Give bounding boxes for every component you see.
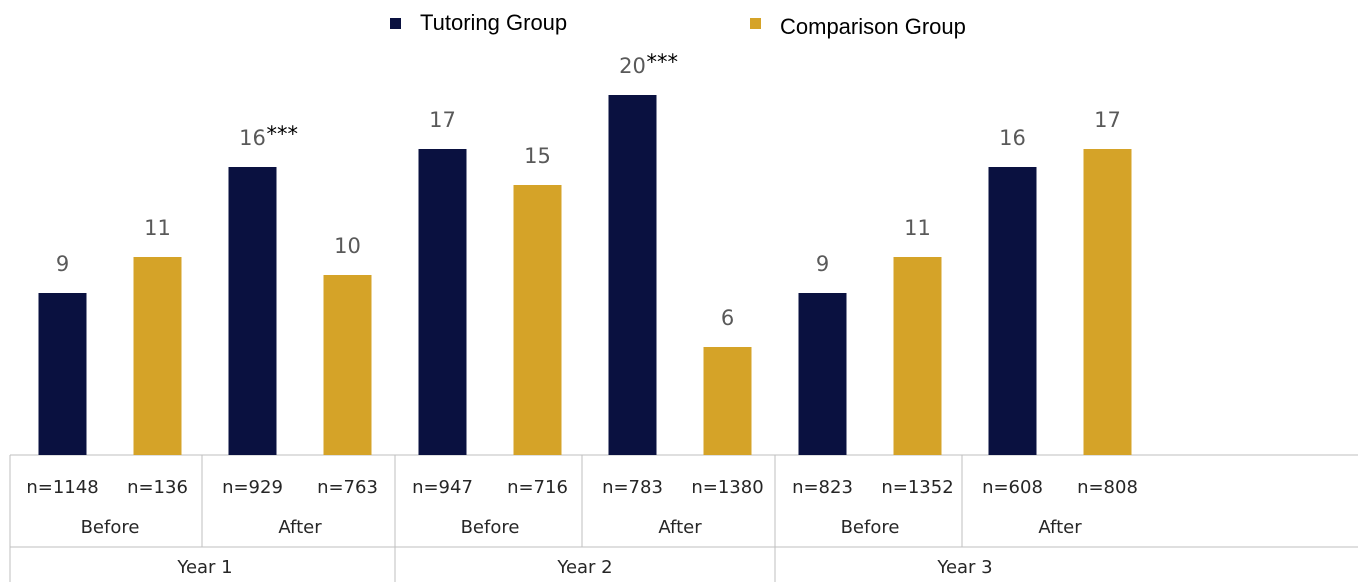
bar (133, 257, 182, 455)
period-label: After (658, 517, 702, 538)
x-tick-label: n=823 (792, 477, 853, 498)
data-label: 17 (1094, 108, 1121, 132)
bar (703, 347, 752, 455)
period-label: After (278, 517, 322, 538)
bar (513, 185, 562, 455)
x-tick-label: n=947 (412, 477, 473, 498)
data-label: 11 (144, 216, 171, 240)
x-tick-label: n=608 (982, 477, 1043, 498)
year-label: Year 1 (176, 557, 232, 578)
data-label: 20 (619, 54, 646, 78)
x-tick-label: n=1380 (691, 477, 763, 498)
period-label: Before (81, 517, 140, 538)
x-tick-label: n=136 (127, 477, 188, 498)
data-label: 9 (816, 252, 829, 276)
legend-label: Tutoring Group (420, 10, 567, 35)
bar (893, 257, 942, 455)
year-label: Year 3 (936, 557, 992, 578)
period-label: Before (841, 517, 900, 538)
bar (38, 293, 87, 455)
annotation: *** (267, 122, 299, 146)
legend-swatch (390, 18, 401, 29)
bar (988, 167, 1037, 455)
bar (798, 293, 847, 455)
bar (608, 95, 657, 455)
bar (418, 149, 467, 455)
data-label: 6 (721, 306, 734, 330)
x-tick-label: n=808 (1077, 477, 1138, 498)
data-label: 16 (239, 126, 266, 150)
bar (1083, 149, 1132, 455)
year-label: Year 2 (556, 557, 612, 578)
period-label: After (1038, 517, 1082, 538)
x-tick-label: n=763 (317, 477, 378, 498)
legend-swatch (750, 18, 761, 29)
data-label: 15 (524, 144, 551, 168)
data-label: 16 (999, 126, 1026, 150)
x-tick-label: n=1352 (881, 477, 953, 498)
data-label: 17 (429, 108, 456, 132)
data-label: 9 (56, 252, 69, 276)
x-tick-label: n=929 (222, 477, 283, 498)
legend-label: Comparison Group (780, 14, 966, 39)
bar (323, 275, 372, 455)
period-label: Before (461, 517, 520, 538)
data-label: 11 (904, 216, 931, 240)
x-tick-label: n=1148 (26, 477, 98, 498)
bar (228, 167, 277, 455)
x-tick-label: n=716 (507, 477, 568, 498)
x-tick-label: n=783 (602, 477, 663, 498)
annotation: *** (647, 50, 679, 74)
data-label: 10 (334, 234, 361, 258)
